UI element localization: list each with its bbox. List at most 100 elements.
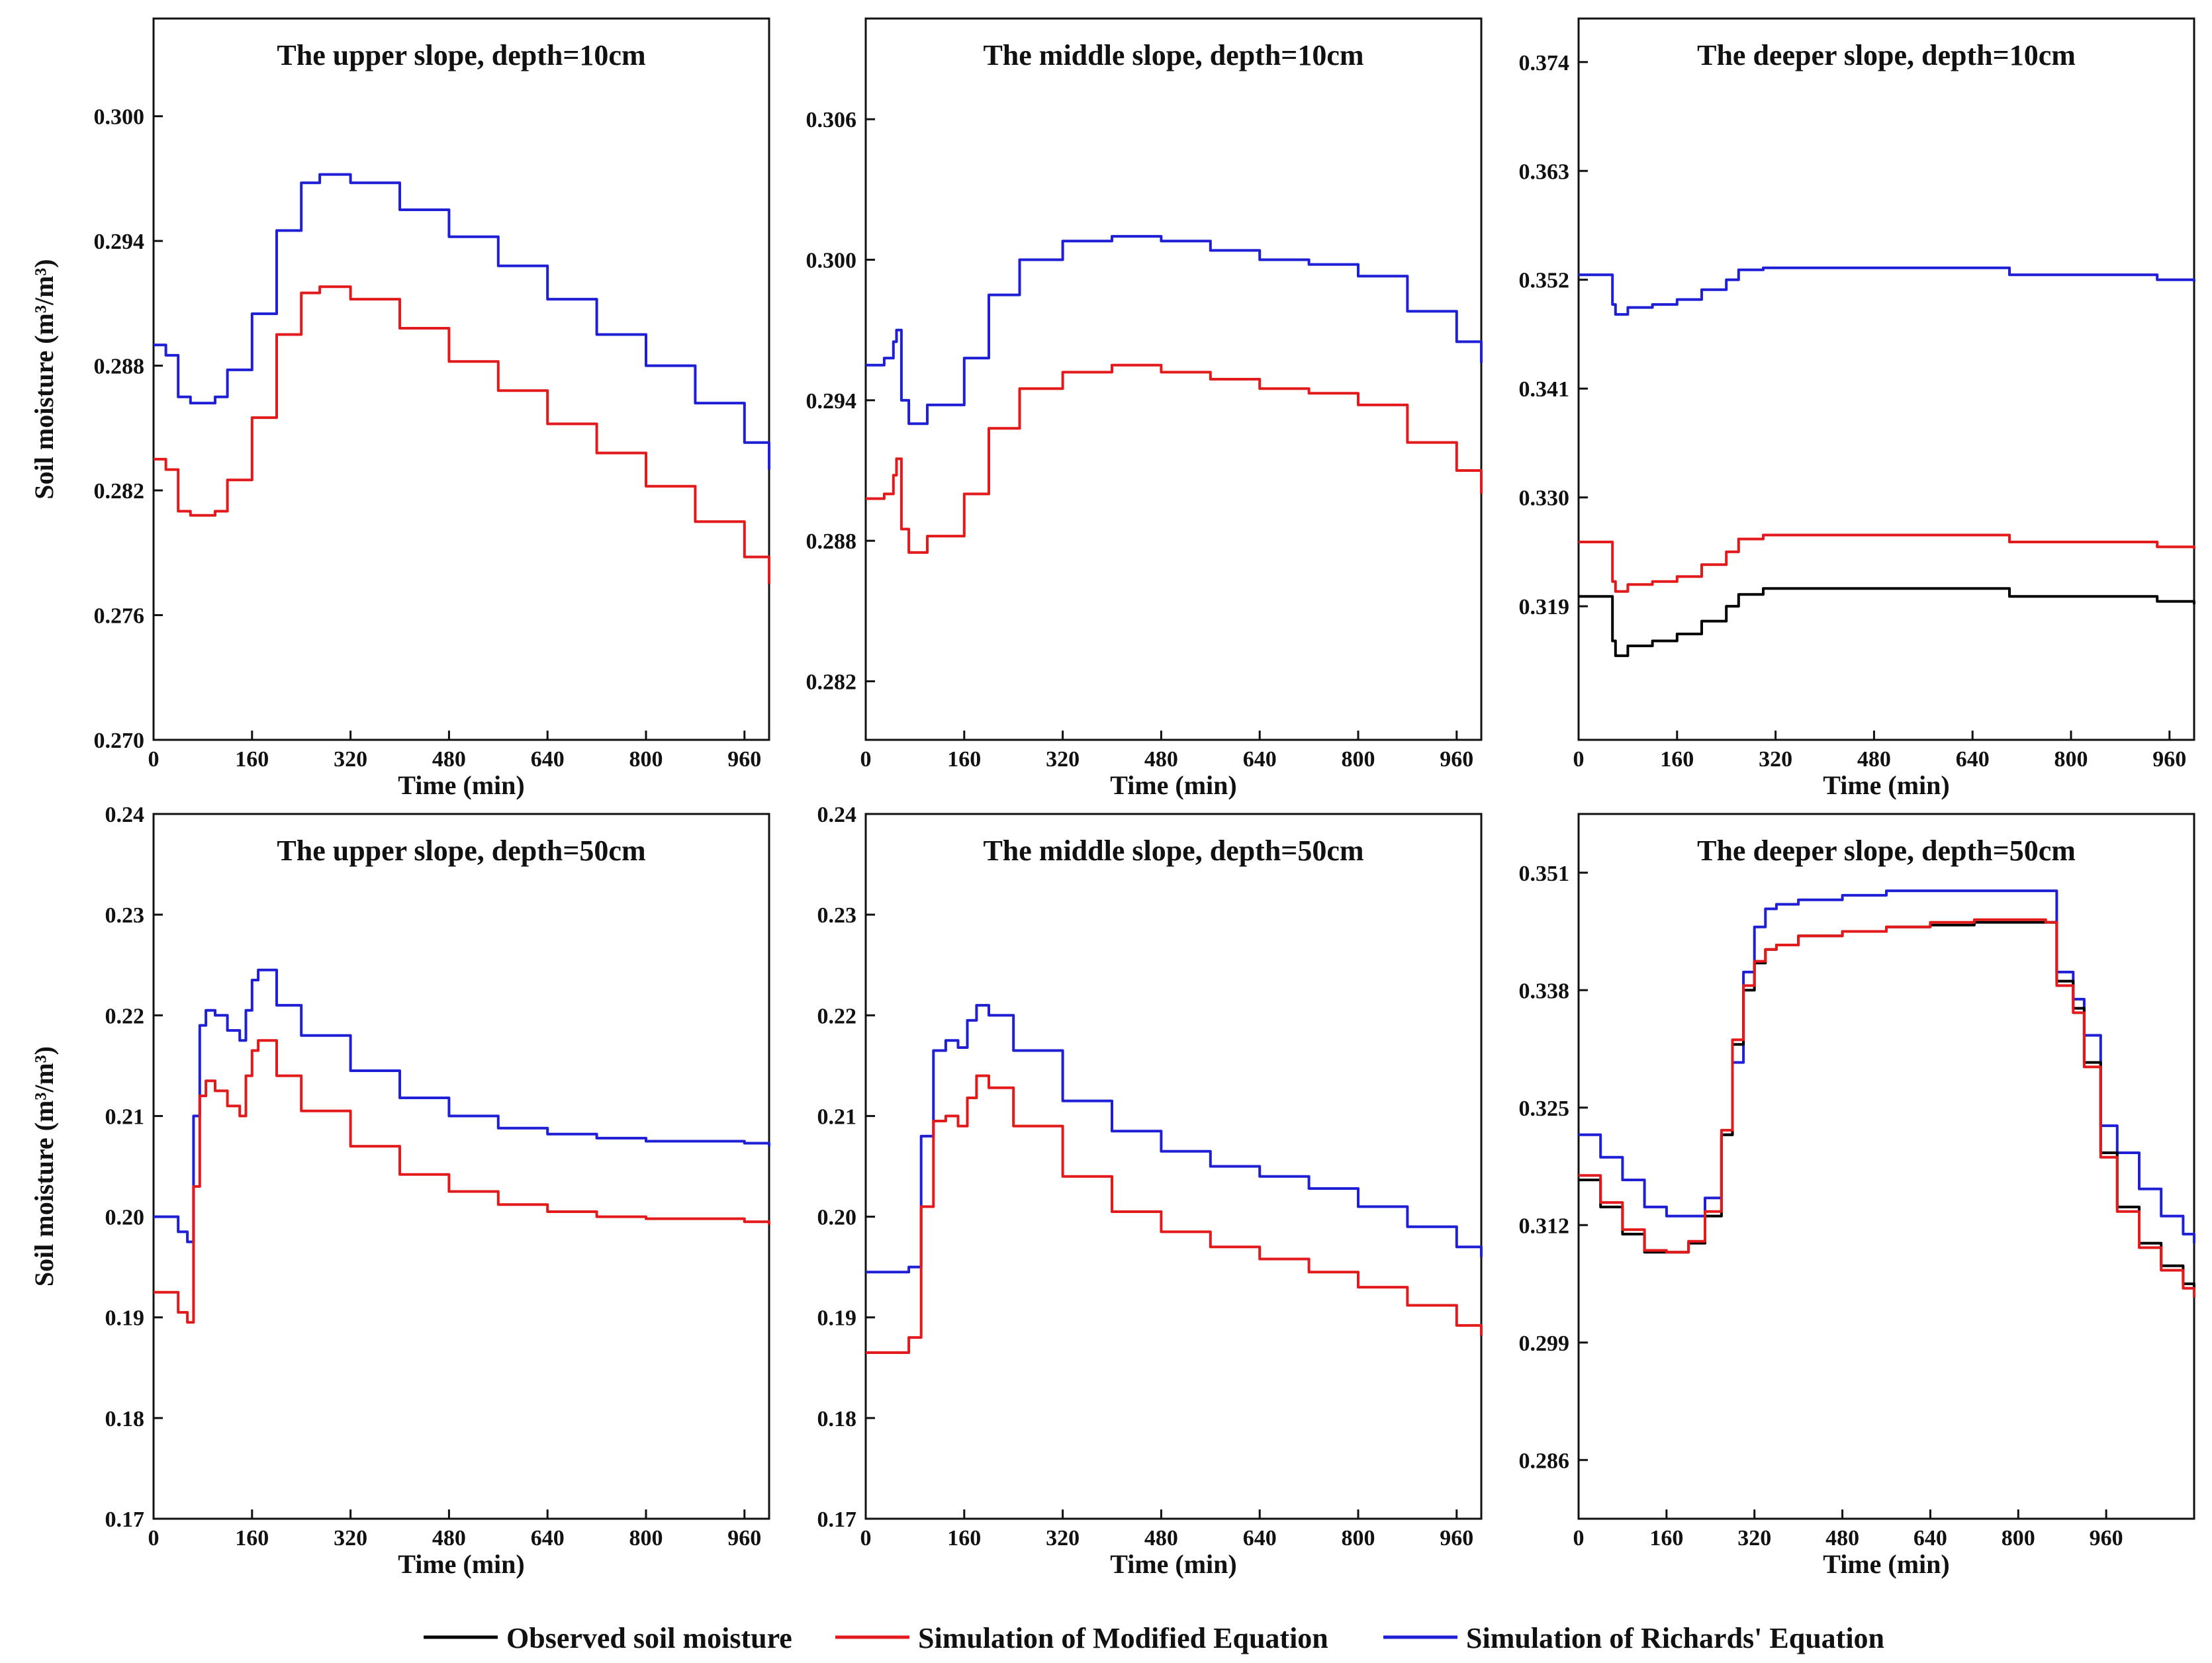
chart-panel-6: 0 160 320 480 640 800 960 0.286 0.299 0.312 0.325 0… [1519, 813, 2195, 1579]
x-tick-label: 160 [947, 1526, 981, 1551]
y-tick-label: 0.23 [105, 903, 145, 928]
plot-frame [864, 17, 1483, 741]
x-tick-label: 480 [1144, 1526, 1178, 1551]
x-tick-label: 160 [235, 747, 269, 772]
y-tick-label: 0.17 [105, 1507, 145, 1532]
series-line-simulation-of-richards-equation [1579, 889, 2195, 1243]
plot-frame [1577, 17, 2195, 741]
y-tick-label: 0.22 [105, 1004, 145, 1028]
y-tick-label: 0.270 [94, 729, 145, 753]
y-tick-label: 0.21 [105, 1104, 145, 1129]
x-tick-label: 640 [531, 1526, 565, 1551]
x-tick-label: 160 [947, 747, 981, 772]
x-tick-label: 160 [1660, 747, 1694, 772]
x-tick-label: 960 [727, 747, 761, 772]
y-tick-label: 0.20 [105, 1206, 145, 1230]
chart-panel-5: 0 160 320 480 640 800 960 0.17 0.18 0.19 0.20 0.21 0… [817, 803, 1483, 1579]
plot-frame [864, 813, 1483, 1520]
legend-label-observed: Observed soil moisture [506, 1622, 792, 1654]
y-tick-label: 0.341 [1519, 377, 1570, 402]
x-tick-label: 480 [432, 1526, 466, 1551]
x-tick-label: 800 [1342, 747, 1375, 772]
series-line-simulation-of-richards-equation [1579, 266, 2195, 316]
x-axis-label: Time (min) [1823, 770, 1949, 800]
x-tick-label: 320 [334, 1526, 367, 1551]
y-tick-label: 0.276 [94, 604, 145, 629]
y-tick-label: 0.17 [817, 1507, 857, 1532]
x-tick-label: 640 [1913, 1526, 1947, 1551]
chart-panel-2: 0 160 320 480 640 800 960 0.282 0.288 0.294 0.300 0… [806, 17, 1483, 800]
plot-frame [1577, 813, 2195, 1520]
series-line-simulation-of-modified-equation [866, 1074, 1483, 1354]
y-tick-label: 0.19 [817, 1306, 857, 1331]
y-axis-label: Soil moisture (m³/m³) [29, 259, 59, 499]
x-tick-label: 320 [334, 747, 367, 772]
y-tick-label: 0.288 [94, 355, 145, 379]
y-tick-label: 0.18 [105, 1407, 145, 1431]
y-tick-label: 0.325 [1519, 1097, 1570, 1121]
y-tick-label: 0.24 [817, 803, 857, 827]
y-tick-label: 0.338 [1519, 979, 1570, 1003]
y-tick-label: 0.288 [806, 529, 857, 554]
x-tick-label: 960 [1440, 1526, 1473, 1551]
chart-title: The middle slope, depth=50cm [983, 834, 1363, 867]
x-axis-label: Time (min) [398, 770, 524, 800]
y-tick-label: 0.306 [806, 108, 857, 132]
x-tick-label: 0 [1573, 747, 1585, 772]
x-tick-label: 160 [235, 1526, 269, 1551]
y-tick-label: 0.351 [1519, 862, 1570, 886]
y-axis-label: Soil moisture (m³/m³) [29, 1046, 59, 1286]
x-tick-label: 320 [1759, 747, 1792, 772]
x-tick-label: 0 [860, 1526, 872, 1551]
x-tick-label: 640 [1243, 1526, 1277, 1551]
y-tick-label: 0.312 [1519, 1214, 1570, 1238]
y-tick-label: 0.300 [806, 249, 857, 273]
y-tick-label: 0.330 [1519, 486, 1570, 511]
y-tick-label: 0.282 [806, 670, 857, 695]
x-tick-label: 0 [148, 747, 160, 772]
x-tick-label: 800 [2002, 1526, 2035, 1551]
y-tick-label: 0.294 [806, 389, 857, 414]
x-tick-label: 640 [531, 747, 565, 772]
x-tick-label: 0 [1573, 1526, 1585, 1551]
chart-panel-4: 0 160 320 480 640 800 960 0.17 0.18 0.19 0.20 0.21 0… [29, 803, 770, 1579]
y-tick-label: 0.21 [817, 1104, 857, 1129]
x-tick-label: 320 [1046, 747, 1080, 772]
y-tick-label: 0.294 [94, 230, 145, 254]
x-tick-label: 0 [148, 1526, 160, 1551]
series-line-simulation-of-modified-equation [1579, 533, 2195, 593]
y-tick-label: 0.282 [94, 479, 145, 504]
x-tick-label: 320 [1046, 1526, 1080, 1551]
chart-title: The deeper slope, depth=50cm [1697, 834, 2076, 867]
legend: Observed soil moisture Simulation of Mod… [424, 1622, 1884, 1654]
x-tick-label: 160 [1649, 1526, 1683, 1551]
y-tick-label: 0.23 [817, 903, 857, 928]
chart-title: The upper slope, depth=50cm [277, 834, 645, 867]
x-tick-label: 640 [1956, 747, 1990, 772]
x-axis-label: Time (min) [1110, 1549, 1236, 1579]
x-tick-label: 800 [629, 747, 663, 772]
chart-panels: 0 160 320 480 640 800 960 0.270 0.276 0.282 0.288 0… [29, 17, 2195, 1579]
x-tick-label: 960 [1440, 747, 1473, 772]
legend-label-modified: Simulation of Modified Equation [918, 1622, 1328, 1654]
series-line-simulation-of-richards-equation [866, 235, 1483, 426]
y-tick-label: 0.363 [1519, 159, 1570, 184]
x-tick-label: 800 [629, 1526, 663, 1551]
x-axis-label: Time (min) [1110, 770, 1236, 800]
x-tick-label: 0 [860, 747, 872, 772]
x-tick-label: 960 [727, 1526, 761, 1551]
y-tick-label: 0.19 [105, 1306, 145, 1331]
x-tick-label: 960 [2152, 747, 2186, 772]
chart-title: The upper slope, depth=10cm [277, 39, 645, 71]
chart-title: The middle slope, depth=10cm [983, 39, 1363, 71]
chart-title: The deeper slope, depth=10cm [1697, 39, 2076, 71]
series-line-simulation-of-modified-equation [866, 363, 1483, 554]
x-tick-label: 800 [1342, 1526, 1375, 1551]
y-tick-label: 0.18 [817, 1407, 857, 1431]
x-tick-label: 480 [1144, 747, 1178, 772]
y-tick-label: 0.299 [1519, 1331, 1570, 1356]
chart-panel-1: 0 160 320 480 640 800 960 0.270 0.276 0.282 0.288 0… [29, 17, 770, 800]
y-tick-label: 0.374 [1519, 51, 1570, 75]
y-tick-label: 0.286 [1519, 1449, 1570, 1473]
